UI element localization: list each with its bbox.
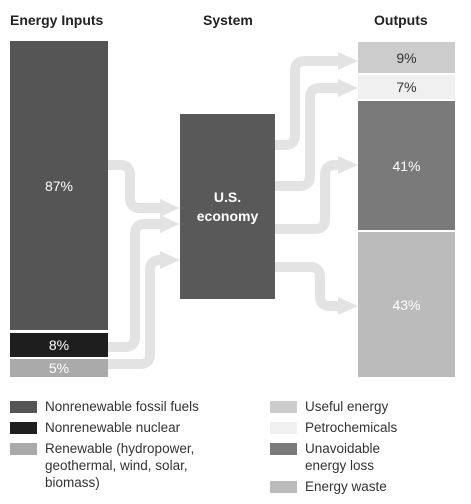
legend-label-loss: Unavoidable energy loss bbox=[305, 441, 381, 473]
input-fossil-fuels-block: 87% bbox=[10, 41, 108, 330]
flow-fossil-to-system bbox=[108, 160, 160, 213]
output-useful-energy-percent: 9% bbox=[396, 49, 417, 66]
input-renewable-block: 5% bbox=[10, 359, 108, 377]
legend-label-waste: Energy waste bbox=[305, 479, 387, 494]
legend-label-fossil: Nonrenewable fossil fuels bbox=[45, 399, 199, 414]
input-renewable-percent: 5% bbox=[48, 360, 70, 376]
header-energy-inputs: Energy Inputs bbox=[10, 12, 104, 28]
legend-label-useful: Useful energy bbox=[305, 399, 389, 414]
legend-swatch-renewable bbox=[10, 443, 37, 455]
output-energy-loss-percent: 41% bbox=[392, 157, 421, 174]
flow-nuclear-to-system bbox=[108, 219, 160, 352]
output-petrochemicals-percent: 7% bbox=[396, 79, 417, 95]
system-label-line1: U.S. bbox=[213, 188, 242, 205]
legend-swatch-loss bbox=[270, 443, 297, 455]
input-nuclear-percent: 8% bbox=[48, 337, 70, 353]
legend-swatch-useful bbox=[270, 401, 297, 413]
legend-label-renewable: Renewable (hydropower, geothermal, wind,… bbox=[45, 441, 195, 490]
system-us-economy-block: U.S. economy bbox=[180, 114, 275, 299]
system-label-line2: economy bbox=[196, 207, 259, 224]
legend-swatch-nuclear bbox=[10, 422, 37, 434]
legend-swatch-petro bbox=[270, 422, 297, 434]
flow-arrowhead bbox=[338, 297, 358, 315]
flow-arrowhead bbox=[160, 251, 180, 269]
output-energy-loss-block: 41% bbox=[358, 101, 455, 230]
flow-renewable-to-system bbox=[108, 255, 161, 369]
header-system: System bbox=[203, 12, 253, 28]
flow-arrowhead bbox=[160, 215, 180, 233]
legend-swatch-waste bbox=[270, 481, 297, 493]
legend-item-nuclear: Nonrenewable nuclear bbox=[10, 419, 250, 436]
flow-system-to-useful bbox=[275, 56, 338, 150]
flow-arrowhead bbox=[338, 156, 358, 174]
flow-arrowhead bbox=[160, 199, 180, 217]
legend-item-useful: Useful energy bbox=[270, 398, 465, 415]
legend-label-nuclear: Nonrenewable nuclear bbox=[45, 420, 181, 435]
output-energy-waste-block: 43% bbox=[358, 232, 455, 377]
flow-system-to-waste bbox=[275, 262, 338, 311]
header-outputs: Outputs bbox=[374, 12, 428, 28]
input-fossil-fuels-percent: 87% bbox=[44, 177, 74, 194]
output-useful-energy-block: 9% bbox=[358, 42, 455, 73]
legend-label-petro: Petrochemicals bbox=[305, 420, 398, 435]
flow-arrowhead bbox=[338, 52, 358, 70]
flow-arrowhead bbox=[338, 79, 358, 97]
output-energy-waste-percent: 43% bbox=[392, 296, 421, 313]
legend-swatch-fossil bbox=[10, 401, 37, 413]
legend-item-loss: Unavoidable energy loss bbox=[270, 440, 420, 474]
legend-item-waste: Energy waste bbox=[270, 478, 465, 495]
legend-item-renewable: Renewable (hydropower, geothermal, wind,… bbox=[10, 440, 215, 491]
flow-system-to-petrochemicals bbox=[275, 83, 338, 191]
output-petrochemicals-block: 7% bbox=[358, 75, 455, 99]
legend-item-petro: Petrochemicals bbox=[270, 419, 465, 436]
flow-system-to-loss bbox=[275, 160, 340, 234]
input-nuclear-block: 8% bbox=[10, 333, 108, 357]
legend-item-fossil: Nonrenewable fossil fuels bbox=[10, 398, 250, 415]
